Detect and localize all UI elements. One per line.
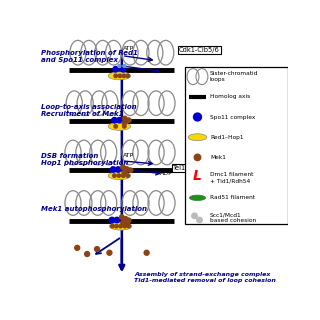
Circle shape — [123, 116, 127, 121]
Circle shape — [119, 224, 122, 228]
Circle shape — [84, 252, 90, 256]
Circle shape — [144, 250, 149, 255]
Circle shape — [123, 217, 128, 221]
Text: Rad51 filament: Rad51 filament — [210, 195, 255, 200]
Circle shape — [194, 154, 201, 161]
FancyBboxPatch shape — [185, 67, 288, 224]
Circle shape — [120, 215, 124, 219]
Text: Dmc1 filament
+ Tid1/Rdh54: Dmc1 filament + Tid1/Rdh54 — [210, 172, 253, 183]
Text: Homolog axis: Homolog axis — [210, 94, 250, 99]
Ellipse shape — [109, 222, 132, 230]
Ellipse shape — [189, 195, 205, 201]
Text: Loop-to-axis association
Recruitment of Mek1: Loop-to-axis association Recruitment of … — [41, 104, 137, 117]
Text: Tel1?: Tel1? — [173, 165, 189, 171]
Text: Assembly of strand-exchange complex
Tid1-mediated removal of loop cohesion: Assembly of strand-exchange complex Tid1… — [134, 273, 276, 283]
Text: ADP: ADP — [160, 69, 173, 74]
Circle shape — [122, 171, 126, 175]
Circle shape — [126, 218, 131, 222]
Circle shape — [128, 168, 133, 172]
Circle shape — [123, 65, 126, 68]
Circle shape — [110, 167, 116, 172]
Circle shape — [127, 224, 131, 228]
Circle shape — [122, 74, 125, 77]
Circle shape — [114, 124, 117, 128]
Circle shape — [121, 220, 125, 225]
Text: ATP: ATP — [123, 153, 134, 158]
Circle shape — [122, 174, 125, 177]
Circle shape — [121, 165, 125, 170]
Circle shape — [107, 250, 112, 255]
Circle shape — [120, 67, 126, 72]
Text: Sister-chromatid
loops: Sister-chromatid loops — [210, 71, 258, 82]
Text: Mek1: Mek1 — [210, 155, 226, 160]
Text: Scc1/Mcd1
based cohesion: Scc1/Mcd1 based cohesion — [210, 212, 256, 223]
Ellipse shape — [108, 172, 131, 180]
Circle shape — [112, 117, 117, 123]
Circle shape — [192, 213, 197, 219]
Circle shape — [109, 217, 115, 223]
Circle shape — [194, 113, 202, 121]
Text: Phosphorylation of Red1
and Spo11 complex: Phosphorylation of Red1 and Spo11 comple… — [41, 50, 138, 63]
Circle shape — [124, 220, 129, 225]
Circle shape — [113, 67, 118, 72]
Circle shape — [111, 224, 114, 228]
Circle shape — [126, 174, 130, 177]
Text: Red1–Hop1: Red1–Hop1 — [210, 135, 244, 140]
Circle shape — [123, 224, 126, 228]
Ellipse shape — [108, 72, 131, 80]
Text: DSB formation
Hop1 phosphorylation: DSB formation Hop1 phosphorylation — [41, 153, 129, 166]
Text: Mek1 autophosphorylation: Mek1 autophosphorylation — [41, 206, 147, 212]
Circle shape — [75, 245, 80, 250]
Circle shape — [113, 174, 116, 177]
Circle shape — [114, 217, 120, 223]
Circle shape — [116, 167, 121, 172]
Text: Spo11 complex: Spo11 complex — [210, 115, 255, 119]
Circle shape — [126, 74, 130, 77]
Circle shape — [118, 65, 121, 68]
Text: L: L — [193, 169, 202, 183]
Circle shape — [116, 117, 122, 123]
Circle shape — [126, 118, 131, 123]
Circle shape — [123, 124, 126, 128]
Text: ADP: ADP — [160, 172, 173, 176]
Text: ATP: ATP — [123, 46, 134, 51]
Circle shape — [114, 74, 117, 77]
Circle shape — [118, 74, 122, 77]
Circle shape — [122, 121, 126, 125]
Circle shape — [95, 247, 100, 252]
Circle shape — [124, 167, 129, 171]
Circle shape — [115, 224, 118, 228]
Ellipse shape — [188, 134, 207, 141]
Circle shape — [197, 217, 202, 223]
Ellipse shape — [108, 123, 131, 130]
Text: Cdk1-Clb5/6: Cdk1-Clb5/6 — [179, 47, 220, 53]
Circle shape — [117, 174, 121, 177]
